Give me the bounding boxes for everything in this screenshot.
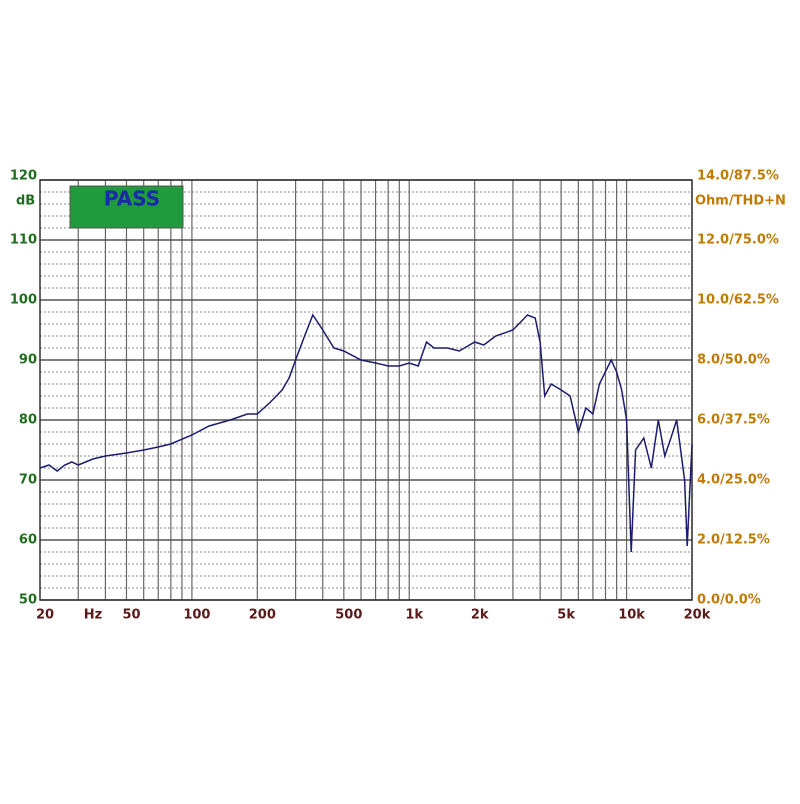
y2-tick-label: 12.0/75.0% [697, 233, 779, 248]
y2-tick-label: 6.0/37.5% [697, 413, 770, 428]
y-tick-label: 120 [10, 169, 37, 184]
x-tick-label: 2k [471, 608, 489, 623]
x-tick-label: 5k [557, 608, 575, 623]
y2-tick-label: 0.0/0.0% [697, 593, 761, 608]
y-tick-label: 100 [10, 293, 37, 308]
badge: PASS [104, 187, 160, 211]
y2-tick-label: 10.0/62.5% [697, 293, 779, 308]
x-tick-label: 500 [335, 608, 362, 623]
x-tick-label: 1k [405, 608, 423, 623]
plot-border [39, 179, 693, 601]
y-axis-label: dB [16, 194, 35, 209]
x-tick-label: 20 [36, 608, 54, 623]
y-tick-label: 60 [19, 533, 37, 548]
y2-tick-label: 4.0/25.0% [697, 473, 770, 488]
y2-tick-label: 14.0/87.5% [697, 169, 779, 184]
y2-axis-label: Ohm/THD+N [695, 194, 786, 209]
x-tick-label: 20k [684, 608, 711, 623]
y-tick-label: 70 [19, 473, 37, 488]
x-tick-label: 50 [122, 608, 140, 623]
y-tick-label: 50 [19, 593, 37, 608]
badge-box [69, 185, 184, 229]
x-tick-label: 100 [183, 608, 210, 623]
y-tick-label: 80 [19, 413, 37, 428]
y2-tick-label: 2.0/12.5% [697, 533, 770, 548]
x-tick-label: 200 [249, 608, 276, 623]
y-tick-label: 110 [10, 233, 37, 248]
plot-area [40, 180, 692, 600]
x-axis-label: Hz [84, 608, 102, 623]
x-tick-label: 10k [618, 608, 645, 623]
response-line [39, 313, 693, 553]
grid [40, 179, 693, 601]
y-tick-label: 90 [19, 353, 37, 368]
y2-tick-label: 8.0/50.0% [697, 353, 770, 368]
